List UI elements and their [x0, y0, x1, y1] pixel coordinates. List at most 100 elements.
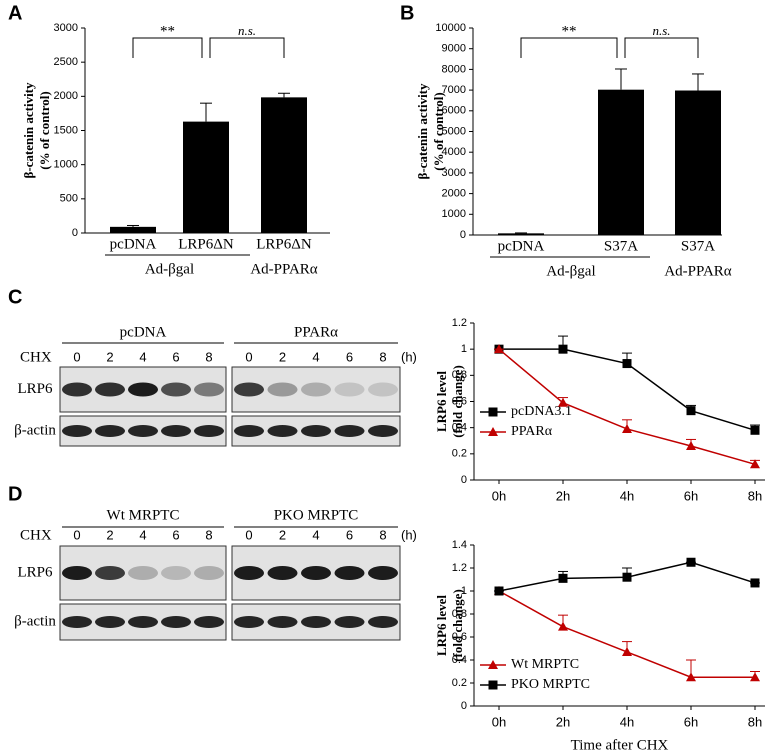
y-axis-label: β-catenin activity	[21, 82, 36, 179]
blot-band	[267, 616, 298, 628]
blot-band	[194, 382, 224, 397]
y-tick-label: 4000	[442, 146, 466, 158]
y-tick-label: 0	[72, 227, 78, 239]
y-axis-label: LRP6 level	[434, 595, 449, 656]
blot-band	[234, 616, 264, 628]
lane-label: 4	[139, 349, 146, 364]
significance-bracket	[209, 37, 285, 58]
y-tick-label: 10000	[435, 22, 466, 34]
y-tick-label: 3000	[54, 22, 78, 34]
lane-label: 4	[139, 527, 146, 542]
lane-label: 0	[245, 527, 252, 542]
y-tick-label: 1.2	[452, 317, 467, 329]
bar	[675, 90, 721, 235]
y-axis-label: (% of control)	[431, 92, 446, 170]
lane-label: 8	[205, 527, 212, 542]
x-tick-label: 8h	[748, 714, 762, 729]
y-tick-label: 500	[60, 193, 78, 205]
y-tick-label: 2500	[54, 56, 78, 68]
blot-band	[95, 566, 125, 580]
y-tick-label: 7000	[442, 84, 466, 96]
x-tick-label: 0h	[492, 488, 506, 503]
legend-marker	[488, 427, 498, 436]
lane-label: 6	[172, 349, 179, 364]
legend-label: PPARα	[511, 424, 553, 439]
group-label: Ad-PPARα	[664, 263, 731, 279]
lane-label: 2	[279, 349, 286, 364]
y-tick-label: 1	[461, 343, 467, 355]
blot-band	[161, 425, 191, 437]
treatment-label: CHX	[20, 349, 52, 365]
lane-label: 0	[73, 349, 80, 364]
blot-band	[161, 382, 191, 397]
lane-label: 4	[312, 527, 319, 542]
y-tick-label: 1.4	[452, 539, 467, 551]
y-tick-label: 0	[461, 700, 467, 712]
legend-label: PKO MRPTC	[511, 677, 590, 692]
blot-band	[267, 425, 298, 437]
marker	[494, 344, 504, 354]
y-tick-label: 1500	[54, 124, 78, 136]
y-tick-label: 1000	[442, 208, 466, 220]
y-tick-label: 1.2	[452, 562, 467, 574]
x-tick-label: 6h	[684, 714, 698, 729]
significance-bracket	[624, 37, 699, 58]
y-axis-label: β-catenin activity	[415, 83, 430, 180]
bar	[110, 226, 156, 233]
legend-marker	[488, 680, 498, 690]
marker	[558, 573, 568, 583]
marker	[622, 646, 632, 656]
panel-letter: B	[400, 2, 414, 24]
y-tick-label: 0.2	[452, 677, 467, 689]
blot-band	[267, 382, 298, 397]
y-tick-label: 0.6	[452, 395, 467, 407]
blot-band	[161, 566, 191, 580]
blot-band	[234, 382, 264, 397]
y-axis-label: (fold change)	[450, 365, 465, 438]
y-tick-label: 9000	[442, 43, 466, 55]
marker	[622, 572, 632, 582]
y-tick-label: 0.6	[452, 631, 467, 643]
blot-band	[95, 382, 125, 397]
lane-label: 0	[245, 349, 252, 364]
blot-band	[128, 425, 158, 437]
y-tick-label: 2000	[54, 90, 78, 102]
blot-band	[334, 425, 365, 437]
blot-band	[194, 425, 224, 437]
lane-label: 8	[379, 527, 386, 542]
group-label: PKO MRPTC	[274, 507, 359, 523]
lane-label: 6	[346, 349, 353, 364]
significance-label: n.s.	[238, 23, 256, 38]
x-tick-label: 8h	[748, 488, 762, 503]
significance-bracket	[520, 37, 618, 58]
row-label: β-actin	[14, 422, 56, 438]
blot-band	[334, 616, 365, 628]
y-tick-label: 0.8	[452, 369, 467, 381]
blot-band	[368, 425, 398, 437]
y-tick-label: 0.8	[452, 608, 467, 620]
lane-label: 2	[279, 527, 286, 542]
x-tick-label: LRP6ΔN	[256, 236, 312, 252]
group-label: Ad-βgal	[546, 263, 595, 279]
y-tick-label: 0.4	[452, 422, 467, 434]
panel-letter: A	[8, 2, 22, 24]
x-tick-label: 0h	[492, 714, 506, 729]
group-label: Ad-PPARα	[250, 261, 317, 277]
row-label: LRP6	[17, 381, 53, 397]
blot-band	[301, 616, 331, 628]
blot-band	[128, 616, 158, 628]
y-tick-label: 1000	[54, 159, 78, 171]
blot-band	[301, 382, 331, 397]
bar	[598, 89, 644, 235]
x-tick-label: 4h	[620, 488, 634, 503]
y-tick-label: 0	[460, 229, 466, 241]
bar	[183, 121, 229, 233]
blot-band	[62, 425, 92, 437]
marker	[750, 578, 760, 588]
lane-label: 6	[346, 527, 353, 542]
y-tick-label: 3000	[442, 167, 466, 179]
row-label: LRP6	[17, 564, 53, 580]
x-tick-label: S37A	[681, 238, 715, 254]
y-tick-label: 8000	[442, 63, 466, 75]
